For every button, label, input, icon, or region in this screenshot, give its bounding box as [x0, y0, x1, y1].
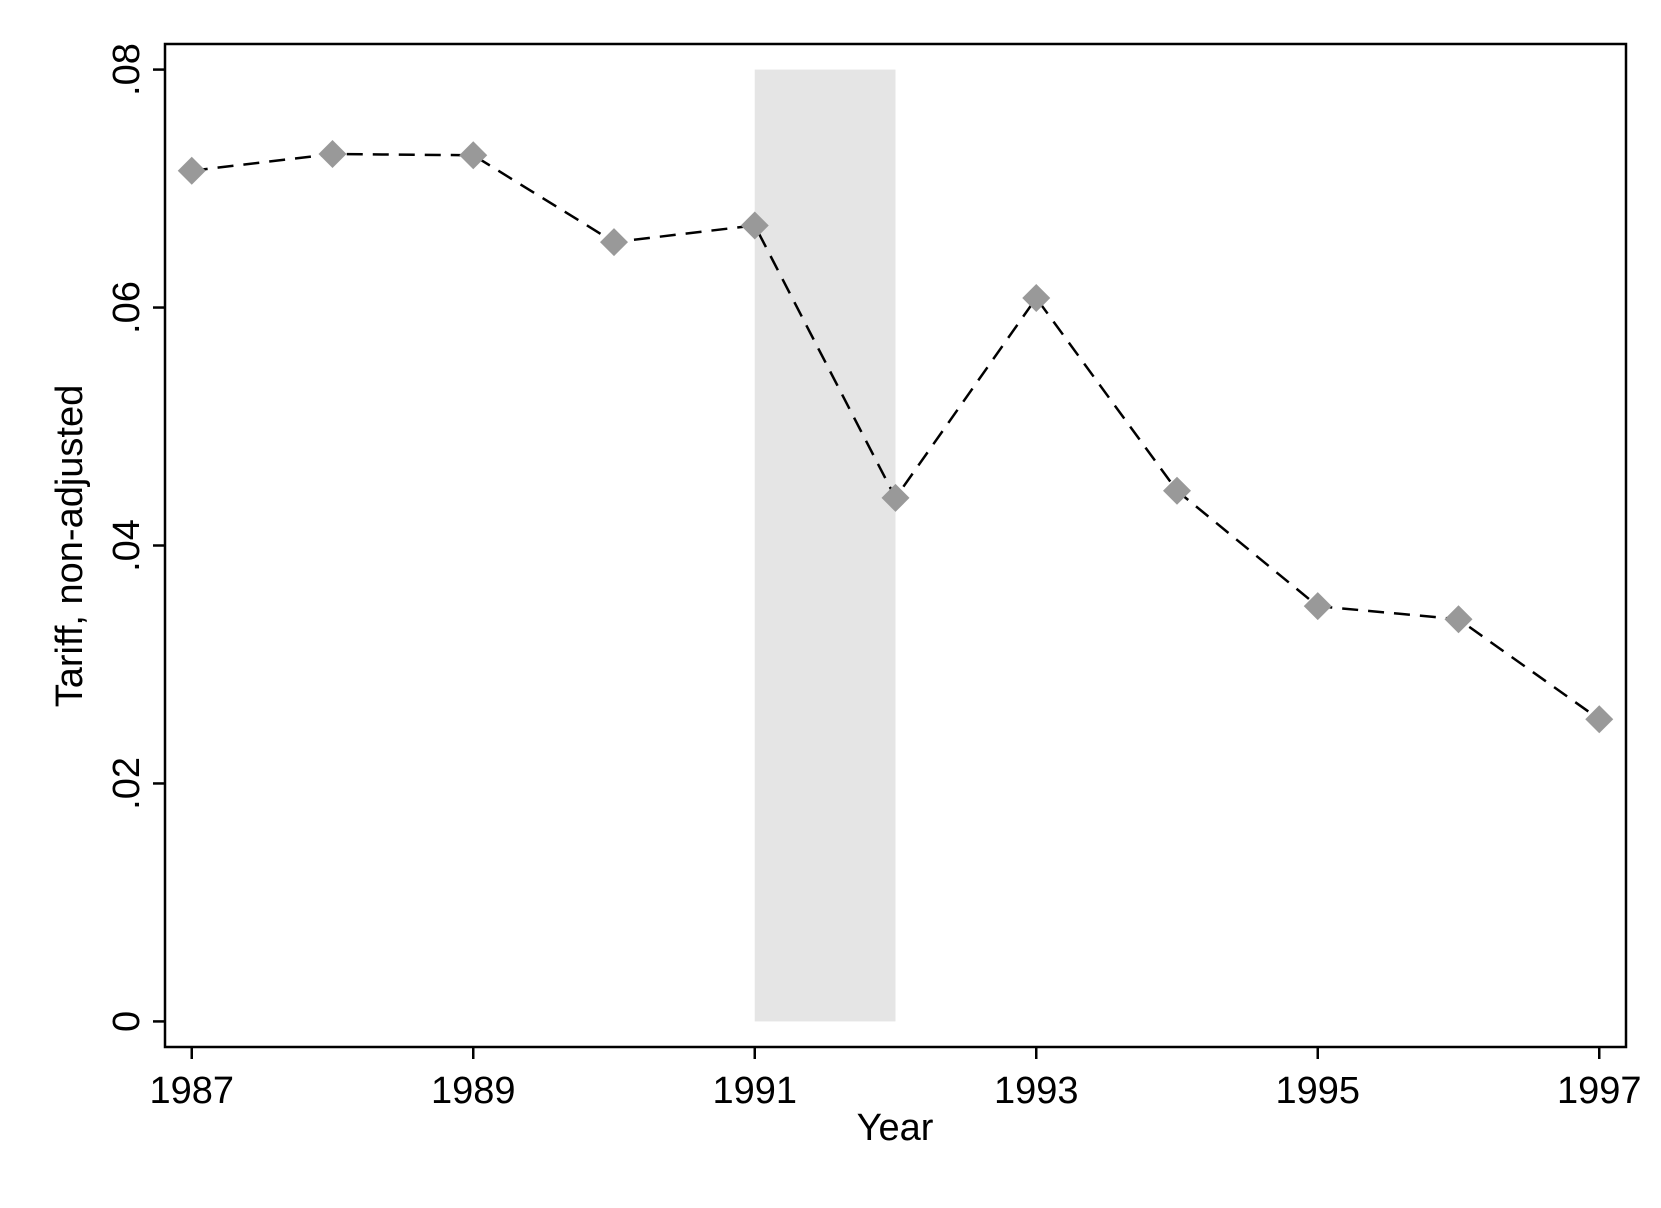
- data-marker: [881, 483, 910, 512]
- x-tick-label: 1989: [431, 1070, 516, 1112]
- data-marker: [1585, 705, 1614, 734]
- y-tick-label: 0: [106, 1011, 148, 1032]
- data-marker: [177, 156, 206, 185]
- x-tick-label: 1993: [994, 1070, 1079, 1112]
- x-tick-label: 1991: [712, 1070, 797, 1112]
- y-tick-label: .06: [106, 281, 148, 334]
- y-tick-label: .02: [106, 757, 148, 810]
- y-tick-label: .04: [106, 519, 148, 572]
- x-tick-label: 1995: [1275, 1070, 1360, 1112]
- data-marker: [459, 141, 488, 170]
- data-marker: [1022, 284, 1051, 313]
- data-marker: [1303, 592, 1332, 621]
- data-marker: [1163, 476, 1192, 505]
- shaded-region: [754, 69, 896, 1022]
- y-axis-label: Tariff, non-adjusted: [49, 385, 91, 708]
- data-marker: [740, 211, 769, 240]
- data-marker: [599, 228, 628, 257]
- x-tick-label: 1997: [1557, 1070, 1642, 1112]
- y-tick-label: .08: [106, 43, 148, 96]
- x-tick-label: 1987: [149, 1070, 234, 1112]
- x-axis-label: Year: [857, 1107, 934, 1149]
- data-marker: [1444, 605, 1473, 634]
- data-marker: [318, 140, 347, 169]
